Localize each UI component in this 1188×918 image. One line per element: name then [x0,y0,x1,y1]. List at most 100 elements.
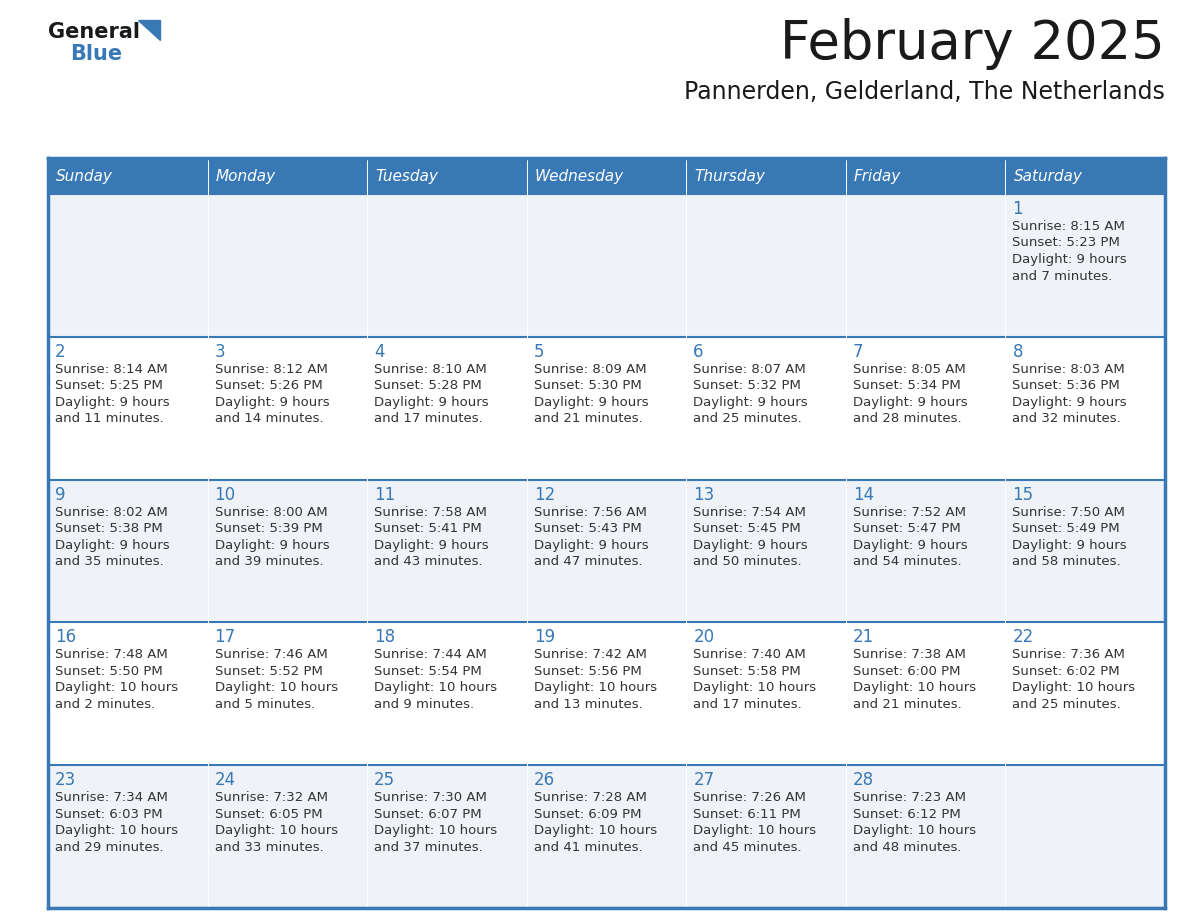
Text: Daylight: 9 hours: Daylight: 9 hours [1012,253,1127,266]
Text: Daylight: 10 hours: Daylight: 10 hours [55,824,178,837]
Text: Sunset: 6:07 PM: Sunset: 6:07 PM [374,808,482,821]
Text: Sunrise: 7:42 AM: Sunrise: 7:42 AM [533,648,646,661]
Text: General: General [48,22,140,42]
Text: 1: 1 [1012,200,1023,218]
Text: Daylight: 9 hours: Daylight: 9 hours [215,396,329,409]
Text: and 48 minutes.: and 48 minutes. [853,841,961,854]
Text: Sunrise: 7:56 AM: Sunrise: 7:56 AM [533,506,646,519]
Text: Sunrise: 7:52 AM: Sunrise: 7:52 AM [853,506,966,519]
Bar [687,622,846,766]
Bar [1005,337,1165,479]
Text: Daylight: 9 hours: Daylight: 9 hours [533,396,649,409]
Text: Sunrise: 8:05 AM: Sunrise: 8:05 AM [853,363,966,375]
Text: and 21 minutes.: and 21 minutes. [853,698,961,711]
Text: and 47 minutes.: and 47 minutes. [533,555,643,568]
Bar [687,479,846,622]
Text: 19: 19 [533,629,555,646]
Text: Sunrise: 8:07 AM: Sunrise: 8:07 AM [694,363,805,375]
Text: Sunset: 5:43 PM: Sunset: 5:43 PM [533,522,642,535]
Text: and 14 minutes.: and 14 minutes. [215,412,323,425]
Text: and 25 minutes.: and 25 minutes. [1012,698,1121,711]
Bar [1005,622,1165,766]
Text: Daylight: 9 hours: Daylight: 9 hours [853,539,967,552]
Bar [687,158,846,194]
Text: 14: 14 [853,486,874,504]
Bar [1005,766,1165,908]
Text: Sunset: 6:09 PM: Sunset: 6:09 PM [533,808,642,821]
Text: and 32 minutes.: and 32 minutes. [1012,412,1121,425]
Text: Daylight: 10 hours: Daylight: 10 hours [533,681,657,694]
Text: and 2 minutes.: and 2 minutes. [55,698,156,711]
Text: Daylight: 10 hours: Daylight: 10 hours [374,824,498,837]
Text: Sunset: 5:34 PM: Sunset: 5:34 PM [853,379,961,392]
Text: Sunset: 5:47 PM: Sunset: 5:47 PM [853,522,961,535]
Text: and 54 minutes.: and 54 minutes. [853,555,961,568]
Text: Sunset: 5:32 PM: Sunset: 5:32 PM [694,379,801,392]
Bar [846,479,1005,622]
Text: 28: 28 [853,771,874,789]
Bar [208,622,367,766]
Bar [526,337,687,479]
Bar [367,622,526,766]
Bar [526,766,687,908]
Text: Daylight: 9 hours: Daylight: 9 hours [55,396,170,409]
Text: Sunset: 5:49 PM: Sunset: 5:49 PM [1012,522,1120,535]
Text: and 5 minutes.: and 5 minutes. [215,698,315,711]
Text: 10: 10 [215,486,235,504]
Text: Sunrise: 7:54 AM: Sunrise: 7:54 AM [694,506,807,519]
Text: 18: 18 [374,629,396,646]
Text: 11: 11 [374,486,396,504]
Bar [526,622,687,766]
Text: Sunrise: 7:32 AM: Sunrise: 7:32 AM [215,791,328,804]
Bar [208,158,367,194]
Text: Daylight: 9 hours: Daylight: 9 hours [55,539,170,552]
Text: Sunrise: 8:10 AM: Sunrise: 8:10 AM [374,363,487,375]
Bar [48,337,208,479]
Bar [367,766,526,908]
Text: Sunset: 5:50 PM: Sunset: 5:50 PM [55,665,163,677]
Text: Thursday: Thursday [694,169,765,184]
Text: Daylight: 10 hours: Daylight: 10 hours [533,824,657,837]
Text: Sunset: 5:41 PM: Sunset: 5:41 PM [374,522,482,535]
Text: Daylight: 9 hours: Daylight: 9 hours [215,539,329,552]
Text: and 28 minutes.: and 28 minutes. [853,412,961,425]
Bar [48,622,208,766]
Text: Daylight: 10 hours: Daylight: 10 hours [1012,681,1136,694]
Text: 7: 7 [853,342,864,361]
Bar [526,158,687,194]
Text: 20: 20 [694,629,714,646]
Bar [1005,194,1165,337]
Text: Daylight: 9 hours: Daylight: 9 hours [1012,396,1127,409]
Text: Sunrise: 7:23 AM: Sunrise: 7:23 AM [853,791,966,804]
Bar [208,479,367,622]
Bar [1005,479,1165,622]
Text: Sunset: 5:26 PM: Sunset: 5:26 PM [215,379,322,392]
Text: 9: 9 [55,486,65,504]
Text: Sunrise: 7:50 AM: Sunrise: 7:50 AM [1012,506,1125,519]
Text: 2: 2 [55,342,65,361]
Text: Daylight: 9 hours: Daylight: 9 hours [694,539,808,552]
Bar [48,479,208,622]
Text: 16: 16 [55,629,76,646]
Text: 13: 13 [694,486,714,504]
Text: Sunrise: 7:30 AM: Sunrise: 7:30 AM [374,791,487,804]
Text: Pannerden, Gelderland, The Netherlands: Pannerden, Gelderland, The Netherlands [684,80,1165,104]
Text: Daylight: 10 hours: Daylight: 10 hours [55,681,178,694]
Text: Sunset: 5:38 PM: Sunset: 5:38 PM [55,522,163,535]
Text: Sunset: 5:54 PM: Sunset: 5:54 PM [374,665,482,677]
Text: Daylight: 10 hours: Daylight: 10 hours [694,681,816,694]
Text: Sunrise: 7:34 AM: Sunrise: 7:34 AM [55,791,168,804]
Text: Sunrise: 8:12 AM: Sunrise: 8:12 AM [215,363,328,375]
Bar [687,766,846,908]
Text: 8: 8 [1012,342,1023,361]
Text: Monday: Monday [215,169,276,184]
Text: Sunday: Sunday [56,169,113,184]
Text: Sunset: 6:02 PM: Sunset: 6:02 PM [1012,665,1120,677]
Text: Sunset: 5:45 PM: Sunset: 5:45 PM [694,522,801,535]
Text: and 43 minutes.: and 43 minutes. [374,555,482,568]
Bar [1005,158,1165,194]
Text: Daylight: 9 hours: Daylight: 9 hours [1012,539,1127,552]
Text: Sunset: 5:39 PM: Sunset: 5:39 PM [215,522,322,535]
Bar [367,337,526,479]
Text: Sunset: 6:03 PM: Sunset: 6:03 PM [55,808,163,821]
